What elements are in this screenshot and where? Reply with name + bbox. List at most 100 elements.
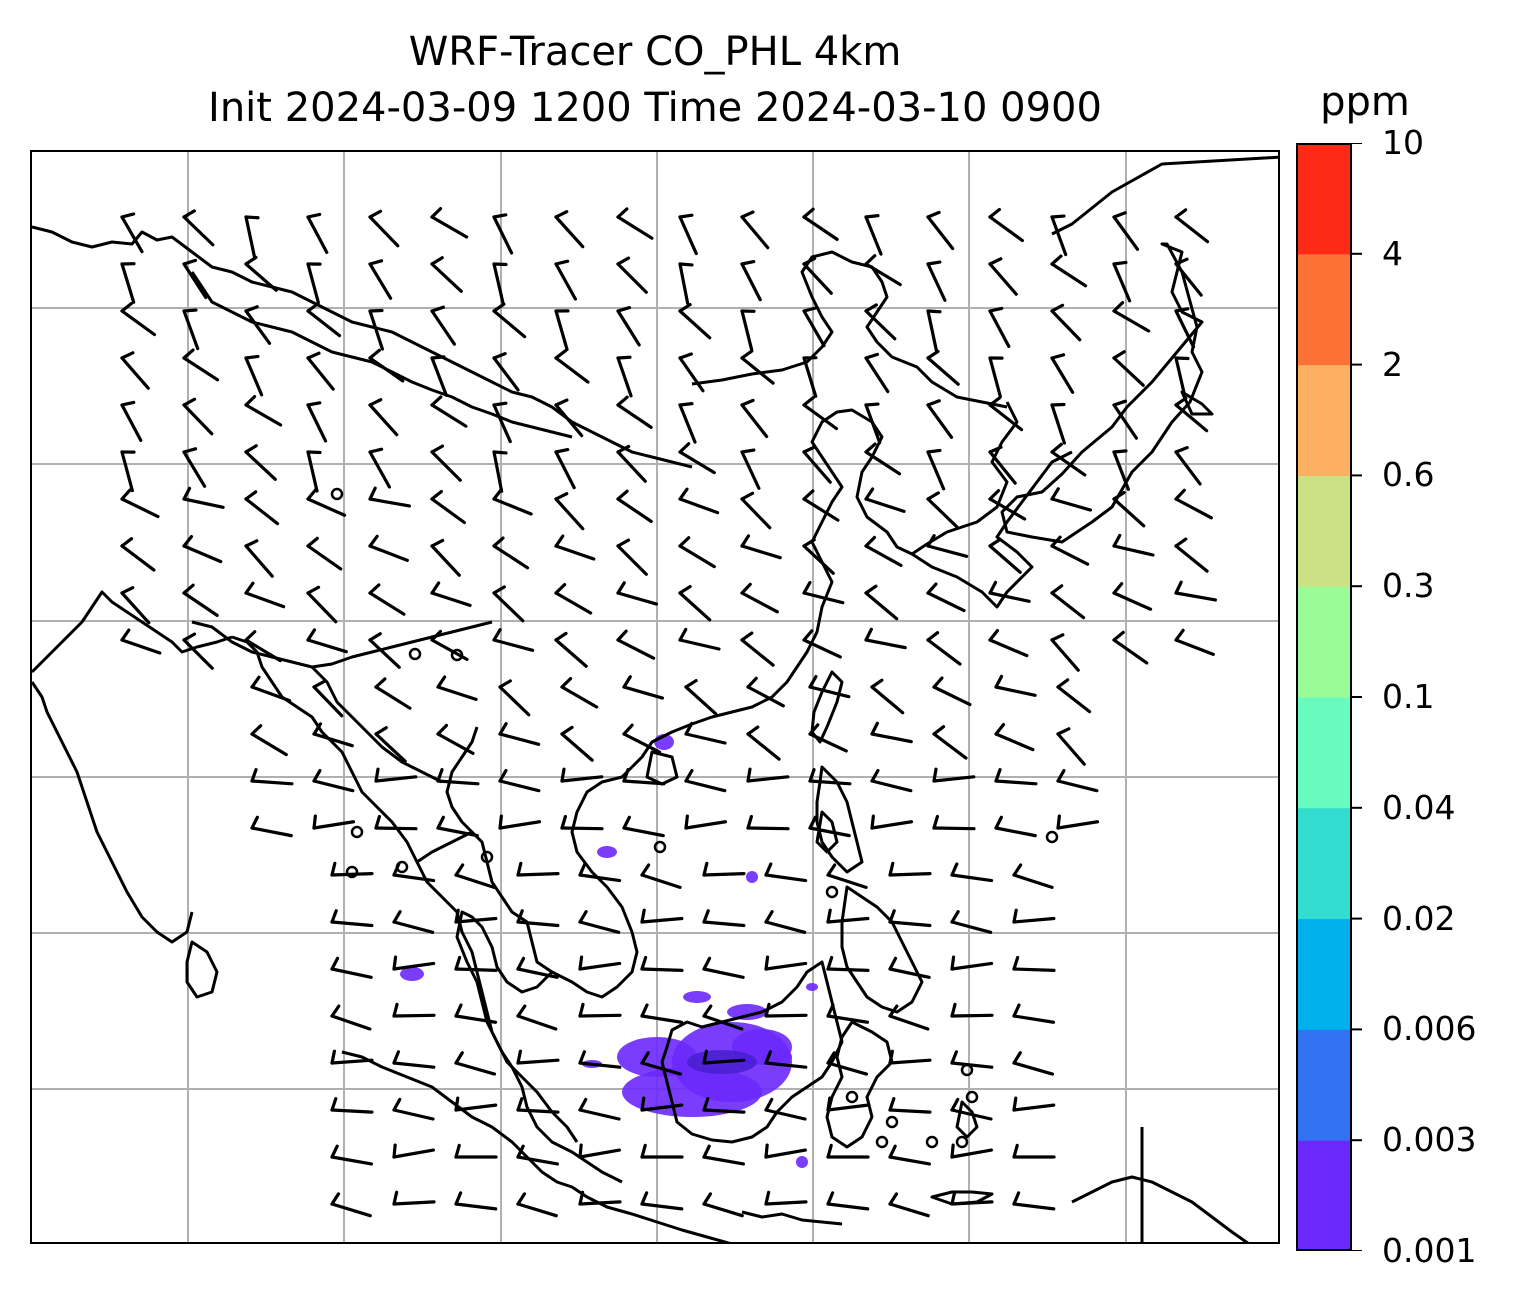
wind-barb xyxy=(578,1190,622,1206)
wind-barb xyxy=(392,1097,435,1121)
wind-barb xyxy=(684,678,718,716)
wind-barb xyxy=(826,1051,869,1076)
coastline-korea xyxy=(910,401,1073,609)
colorbar-segment xyxy=(1296,1140,1352,1251)
calm-wind-circle xyxy=(955,1135,969,1149)
coastline-japan-kyushu xyxy=(1180,390,1214,416)
wind-barb xyxy=(888,861,932,877)
wind-barb xyxy=(622,768,666,786)
wind-barb xyxy=(870,721,913,744)
colorbar-segment xyxy=(1296,1029,1352,1141)
coastline-srilanka xyxy=(185,940,219,999)
wind-barb xyxy=(888,956,931,979)
wind-barb xyxy=(870,678,905,715)
wind-barb xyxy=(1056,727,1086,766)
wind-barb xyxy=(988,396,1024,432)
wind-barb xyxy=(864,584,899,621)
wind-barb xyxy=(678,352,705,393)
wind-barb xyxy=(578,955,622,971)
colorbar-segment xyxy=(1296,364,1352,476)
wind-barb xyxy=(182,397,214,436)
wind-barb xyxy=(436,815,479,838)
wind-barb xyxy=(368,398,399,437)
wind-barb xyxy=(1050,303,1082,342)
wind-barb xyxy=(926,582,966,613)
calm-wind-circle xyxy=(885,1115,899,1129)
calm-wind-circle xyxy=(965,1090,979,1104)
coastline-lesser-sunda xyxy=(741,1210,843,1226)
coastline-borneo xyxy=(660,960,844,1144)
wind-barb xyxy=(120,400,143,442)
wind-barb xyxy=(120,301,156,337)
wind-barb xyxy=(684,768,727,793)
wind-barb xyxy=(826,1096,870,1112)
wind-barb xyxy=(330,956,373,979)
wind-barb xyxy=(554,349,590,384)
wind-barb xyxy=(640,1191,684,1211)
wind-barb xyxy=(244,630,282,663)
wind-barb xyxy=(994,674,1037,697)
wind-barb xyxy=(702,1144,745,1166)
wind-barb xyxy=(746,767,790,783)
wind-barb xyxy=(684,721,727,745)
tracer-plume xyxy=(400,967,424,981)
coastline-luzon xyxy=(815,765,864,874)
wind-barb xyxy=(1174,356,1190,399)
wind-barb xyxy=(306,450,322,493)
wind-barb xyxy=(492,401,512,444)
wind-barb xyxy=(436,723,475,755)
wind-barb xyxy=(1050,214,1068,257)
calm-wind-circle xyxy=(653,840,667,854)
wind-barb xyxy=(120,628,162,655)
colorbar-tick-label: 0.003 xyxy=(1382,1120,1477,1160)
wind-barb xyxy=(870,768,913,793)
wind-barb xyxy=(764,1143,807,1159)
wind-barb xyxy=(888,1192,930,1218)
wind-barb xyxy=(764,955,808,971)
calm-wind-circle xyxy=(450,648,464,662)
wind-barb xyxy=(120,450,136,493)
wind-barb xyxy=(244,255,278,292)
wind-barb xyxy=(516,1192,558,1218)
wind-barb xyxy=(678,627,721,651)
wind-barb xyxy=(988,257,1018,296)
wind-barb xyxy=(492,450,508,493)
wind-barb xyxy=(430,581,472,607)
wind-barb xyxy=(306,536,343,571)
wind-barb xyxy=(454,863,496,889)
wind-barb xyxy=(554,492,585,531)
wind-barb xyxy=(1050,442,1087,477)
wind-barb xyxy=(554,398,584,438)
wind-barb xyxy=(244,305,272,345)
colorbar-segment xyxy=(1296,807,1352,920)
colorbar-tick-label: 0.02 xyxy=(1382,898,1456,938)
wind-barb xyxy=(950,1190,994,1206)
colorbar xyxy=(1296,143,1362,1251)
wind-barb xyxy=(808,723,848,753)
map-panel xyxy=(30,150,1280,1244)
wind-barb xyxy=(802,306,826,348)
wind-barb xyxy=(864,535,903,567)
wind-barb xyxy=(244,581,286,609)
wind-barb xyxy=(1112,260,1132,303)
wind-barb xyxy=(330,1004,372,1031)
wind-barb xyxy=(454,1191,498,1211)
wind-barb xyxy=(702,1192,744,1218)
colorbar-tick-label: 10 xyxy=(1382,123,1424,162)
colorbar-tick-label: 0.006 xyxy=(1382,1009,1477,1049)
wind-barb xyxy=(368,447,391,489)
wind-barb xyxy=(1174,396,1209,433)
wind-barb xyxy=(1056,814,1100,830)
wind-barb xyxy=(616,538,648,576)
wind-barb xyxy=(492,262,508,305)
wind-barb xyxy=(640,1003,684,1024)
wind-barb xyxy=(932,767,976,783)
calm-wind-circle xyxy=(960,1063,974,1077)
wind-barb xyxy=(864,402,882,445)
wind-barb xyxy=(244,215,260,258)
wind-barb xyxy=(516,1144,559,1166)
wind-barb xyxy=(560,767,604,783)
wind-barb xyxy=(950,1143,993,1159)
wind-barb xyxy=(988,306,1011,348)
wind-barb xyxy=(616,256,648,294)
